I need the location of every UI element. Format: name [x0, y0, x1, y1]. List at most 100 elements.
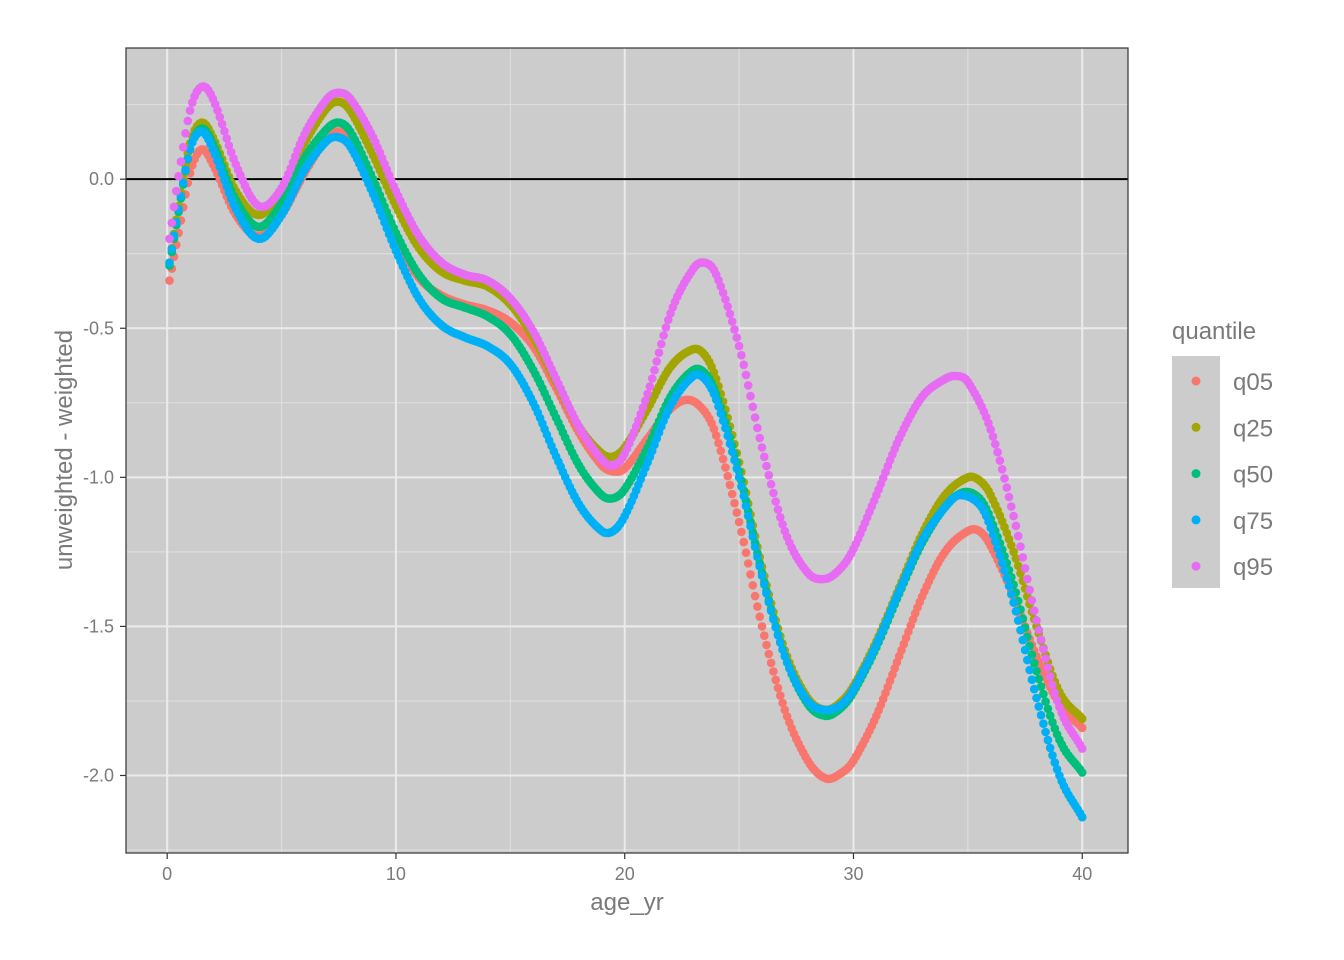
point-q95: [730, 325, 739, 334]
point-q50: [1032, 666, 1041, 676]
point-q75: [1025, 665, 1034, 675]
point-q75: [1034, 702, 1044, 711]
point-q75: [1036, 710, 1046, 720]
point-q95: [1025, 585, 1034, 595]
point-q95: [659, 331, 668, 340]
point-q05: [778, 698, 787, 708]
point-q05: [730, 498, 739, 508]
point-q95: [750, 413, 760, 422]
point-q05: [753, 602, 762, 611]
point-q95: [647, 374, 657, 383]
point-q95: [732, 333, 742, 342]
point-q95: [1007, 502, 1016, 511]
point-q95: [1041, 654, 1050, 663]
point-q25: [1013, 561, 1023, 571]
point-q75: [730, 455, 739, 465]
point-q95: [743, 381, 753, 390]
point-q75: [1009, 598, 1018, 607]
point-q75: [737, 482, 746, 491]
point-q75: [997, 558, 1007, 568]
point-q95: [1048, 680, 1057, 690]
point-q05: [762, 640, 771, 650]
point-q95: [995, 456, 1005, 465]
point-q75: [1041, 727, 1050, 737]
point-q95: [1029, 606, 1039, 615]
point-q25: [709, 368, 719, 377]
point-q95: [760, 452, 769, 462]
point-q95: [222, 134, 231, 143]
point-q95: [167, 218, 177, 228]
point-q95: [1034, 625, 1044, 635]
point-q95: [723, 302, 732, 311]
point-q50: [1029, 658, 1039, 668]
point-q75: [773, 631, 783, 640]
point-q75: [760, 580, 769, 589]
point-q75: [183, 154, 193, 163]
y-tick-label: -1.0: [83, 467, 114, 487]
point-q75: [167, 244, 177, 254]
point-q05: [741, 548, 751, 557]
point-q95: [721, 295, 730, 304]
point-q05: [746, 570, 755, 579]
legend-key-q95: [1191, 561, 1201, 571]
point-q75: [766, 606, 776, 616]
point-q95: [224, 141, 234, 150]
plot-panel-border: [125, 47, 1129, 854]
point-q75: [991, 537, 1000, 546]
point-q05: [718, 454, 728, 464]
series-q95: [165, 82, 1087, 753]
x-tick-label: 30: [843, 864, 863, 884]
point-q95: [1004, 492, 1014, 502]
point-q95: [181, 129, 190, 138]
point-q75: [743, 511, 753, 521]
point-q75: [1011, 607, 1021, 616]
point-q95: [993, 447, 1002, 457]
point-q95: [638, 403, 648, 412]
point-q50: [1043, 704, 1053, 714]
point-q05: [773, 683, 783, 693]
series-q75: [165, 127, 1087, 822]
x-tick-label: 40: [1072, 864, 1092, 884]
point-q75: [1013, 616, 1023, 625]
legend-label-q75: q75: [1233, 508, 1273, 535]
point-q95: [727, 317, 737, 326]
point-q95: [654, 348, 664, 358]
point-q95: [725, 309, 735, 319]
point-q95: [748, 402, 758, 412]
point-q05: [709, 424, 719, 434]
point-q95: [217, 119, 227, 129]
point-q75: [771, 623, 780, 632]
legend-label-q25: q25: [1233, 415, 1273, 442]
point-q75: [734, 473, 744, 482]
point-q95: [771, 497, 780, 506]
point-q75: [769, 615, 778, 624]
point-q05: [732, 508, 742, 517]
point-q05: [776, 691, 785, 700]
point-q75: [753, 552, 762, 562]
point-q75: [723, 431, 732, 441]
point-q95: [183, 116, 193, 126]
point-q75: [1027, 675, 1037, 684]
point-q05: [750, 591, 760, 601]
point-q75: [764, 598, 774, 607]
point-q75: [711, 395, 721, 405]
point-q95: [1016, 542, 1025, 551]
point-q95: [1002, 483, 1012, 492]
point-q75: [1007, 589, 1016, 599]
point-q75: [1000, 566, 1009, 575]
point-q05: [714, 438, 723, 448]
point-q95: [764, 470, 774, 480]
point-q75: [1023, 655, 1032, 665]
point-q95: [1020, 564, 1030, 573]
point-q95: [734, 341, 744, 351]
point-q95: [636, 409, 645, 419]
point-q75: [1043, 735, 1053, 745]
point-q75: [718, 416, 728, 426]
point-q05: [760, 631, 769, 640]
point-q95: [174, 171, 183, 181]
legend-label-q50: q50: [1233, 462, 1273, 489]
point-q95: [1013, 531, 1023, 541]
point-q05: [755, 612, 764, 621]
point-q95: [718, 288, 728, 298]
